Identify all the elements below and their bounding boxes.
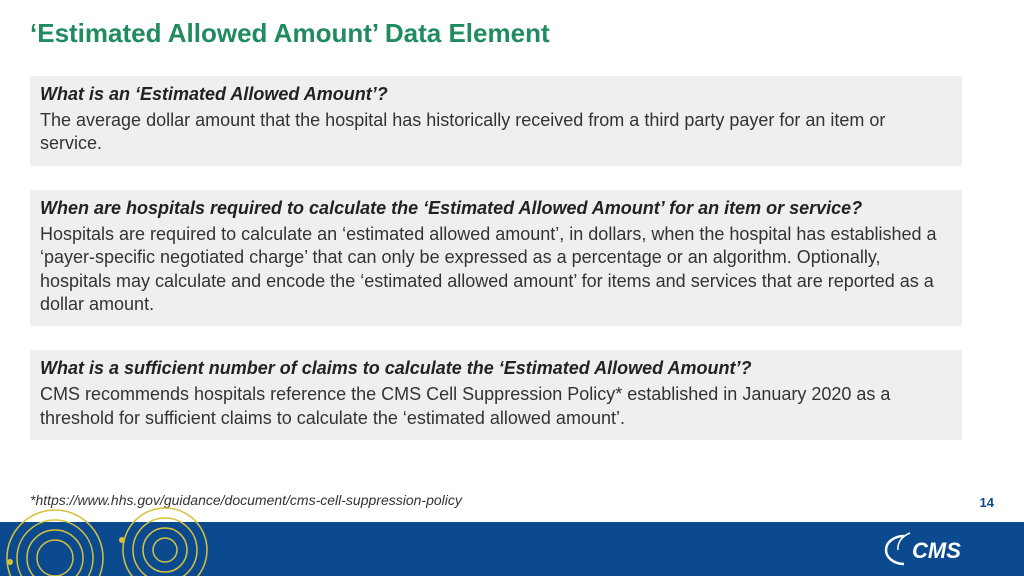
answer-text: Hospitals are required to calculate an ‘… <box>40 223 952 317</box>
page-number: 14 <box>980 495 994 510</box>
answer-text: The average dollar amount that the hospi… <box>40 109 952 156</box>
slide: { "title": { "text": "\u2018Estimated Al… <box>0 0 1024 576</box>
question-text: What is an ‘Estimated Allowed Amount’? <box>40 84 952 105</box>
circles-icon <box>0 500 260 576</box>
qa-block: What is a sufficient number of claims to… <box>30 350 962 440</box>
answer-text: CMS recommends hospitals reference the C… <box>40 383 952 430</box>
qa-block: What is an ‘Estimated Allowed Amount’? T… <box>30 76 962 166</box>
svg-text:CMS: CMS <box>912 538 961 563</box>
cms-logo-icon: CMS <box>884 532 994 568</box>
question-text: When are hospitals required to calculate… <box>40 198 952 219</box>
qa-block: When are hospitals required to calculate… <box>30 190 962 327</box>
page-title: ‘Estimated Allowed Amount’ Data Element <box>30 18 550 49</box>
footer: CMS <box>0 522 1024 576</box>
content-area: What is an ‘Estimated Allowed Amount’? T… <box>30 76 962 464</box>
question-text: What is a sufficient number of claims to… <box>40 358 952 379</box>
